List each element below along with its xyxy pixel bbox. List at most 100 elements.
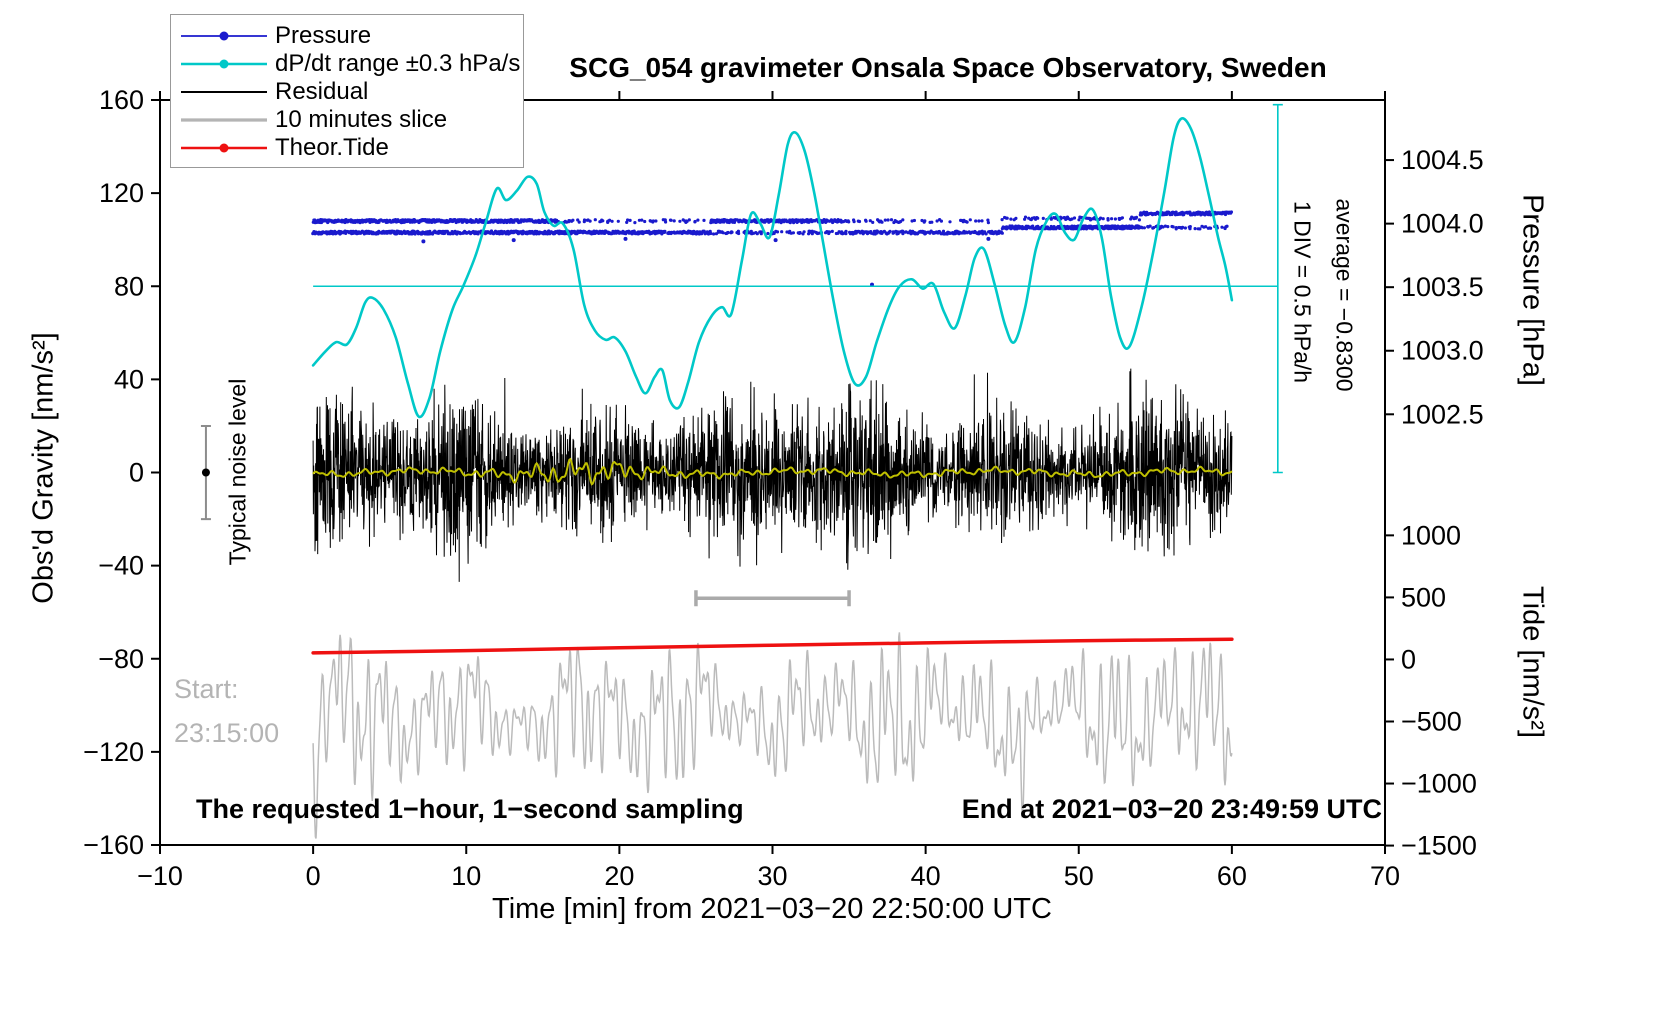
pressure-dot xyxy=(1093,225,1097,229)
pressure-dot xyxy=(883,218,887,222)
x-tick-label: 30 xyxy=(757,861,787,891)
pressure-dot xyxy=(930,220,934,224)
pressure-dot xyxy=(1134,215,1139,219)
pressure-tick-label: 1003.0 xyxy=(1401,336,1484,366)
tide-tick-label: 0 xyxy=(1401,644,1416,674)
series-dpdt xyxy=(311,117,1234,419)
pressure-dot xyxy=(965,220,969,224)
pressure-dot xyxy=(847,220,851,224)
pressure-dot xyxy=(663,229,667,233)
x-tick-label: 50 xyxy=(1064,861,1094,891)
pressure-dot xyxy=(709,231,713,236)
legend-item: Theor.Tide xyxy=(171,134,523,162)
pressure-dot xyxy=(920,218,924,223)
pressure-outlier-dot xyxy=(773,238,778,243)
pressure-dot xyxy=(880,220,884,224)
y-axis-label-tide: Tide [nm/s²] xyxy=(1516,585,1549,739)
pressure-dot xyxy=(687,218,691,222)
noise-level-label: Typical noise level xyxy=(224,378,251,566)
pressure-dot xyxy=(868,219,872,223)
pressure-dot xyxy=(693,219,697,224)
pressure-dot xyxy=(857,219,862,224)
pressure-dot xyxy=(1174,226,1178,230)
pressure-dot xyxy=(986,221,991,225)
pressure-dot xyxy=(888,229,892,233)
pressure-dot xyxy=(582,218,587,222)
pressure-dot xyxy=(986,218,990,222)
pressure-dot xyxy=(1000,218,1004,222)
pressure-dot xyxy=(1205,210,1209,214)
pressure-dot xyxy=(1183,226,1187,230)
legend-item-label: Pressure xyxy=(275,22,372,49)
pressure-dot xyxy=(1198,227,1202,231)
pressure-dot xyxy=(807,220,811,224)
pressure-dot xyxy=(664,220,668,224)
pressure-dot xyxy=(593,218,597,222)
pressure-dot xyxy=(678,219,682,223)
residual-legend-marker-icon xyxy=(181,91,267,93)
pressure-dot xyxy=(654,219,658,223)
pressure-dot xyxy=(844,232,848,236)
pressure-dot xyxy=(1120,216,1124,220)
pressure-dot xyxy=(830,229,834,233)
pressure-dot xyxy=(1049,217,1053,221)
pressure-dot xyxy=(625,220,629,224)
gravity-tick-label: 40 xyxy=(114,364,144,394)
pressure-dot xyxy=(941,229,946,233)
pressure-outlier-dot xyxy=(623,236,628,241)
pressure-dot xyxy=(1152,226,1156,230)
pressure-dot xyxy=(810,232,814,236)
pressure-dot xyxy=(588,219,592,223)
pressure-dot xyxy=(1089,225,1093,229)
pressure-dot xyxy=(1110,217,1114,221)
pressure-dot xyxy=(1023,215,1028,219)
sampling-note: The requested 1−hour, 1−second sampling xyxy=(196,794,744,824)
pressure-dot xyxy=(984,232,988,236)
pressure-dot xyxy=(1101,217,1105,221)
tide-tick-label: −1000 xyxy=(1401,769,1477,799)
slice-legend-marker-icon xyxy=(181,118,267,122)
series-theor-tide xyxy=(311,637,1234,655)
pressure-legend-marker-icon xyxy=(181,31,267,41)
pressure-dot xyxy=(908,229,912,233)
chart-title: SCG_054 gravimeter Onsala Space Observat… xyxy=(569,52,1327,83)
pressure-dot xyxy=(980,219,984,223)
pressure-dot xyxy=(901,218,905,222)
pressure-dot xyxy=(633,221,637,225)
pressure-dot xyxy=(766,231,770,236)
pressure-dot xyxy=(1113,217,1117,221)
pressure-dot xyxy=(1082,224,1086,228)
legend-item: Pressure xyxy=(171,22,523,50)
pressure-dot xyxy=(779,221,783,225)
x-tick-label: 70 xyxy=(1370,861,1400,891)
pressure-dot xyxy=(1072,225,1076,229)
pressure-tick-label: 1002.5 xyxy=(1401,399,1484,429)
pressure-dot xyxy=(775,230,780,234)
pressure-dot xyxy=(827,230,832,234)
pressure-dot xyxy=(1193,227,1197,231)
axes-layer: −10 0 10 20 30 40 50 60 70 −160 −120 −80 −40 0 40 80 120… xyxy=(83,85,1483,891)
dpdt-div-scalebar xyxy=(1272,103,1283,474)
pressure-dot xyxy=(802,230,806,234)
div-scale-note: 1 DIV = 0.5 hPa/h xyxy=(1289,200,1316,384)
x-tick-label: 60 xyxy=(1217,861,1247,891)
pressure-dot xyxy=(721,231,725,235)
pressure-dot xyxy=(876,230,880,234)
pressure-dot xyxy=(1077,218,1081,222)
tide-tick-label: 500 xyxy=(1401,582,1446,612)
pressure-dot xyxy=(1106,225,1110,229)
start-label: Start: xyxy=(174,674,239,704)
pressure-dot xyxy=(1130,215,1134,219)
x-tick-label: 0 xyxy=(306,861,321,891)
pressure-dot xyxy=(696,218,700,222)
pressure-dot xyxy=(1109,227,1113,231)
pressure-dot xyxy=(1142,226,1146,230)
pressure-dot xyxy=(640,218,644,222)
pressure-dot xyxy=(759,232,763,236)
series-residual-lowpass xyxy=(312,457,1233,486)
pressure-dot xyxy=(714,232,719,236)
pressure-dot xyxy=(939,219,944,223)
pressure-dot xyxy=(726,230,730,235)
